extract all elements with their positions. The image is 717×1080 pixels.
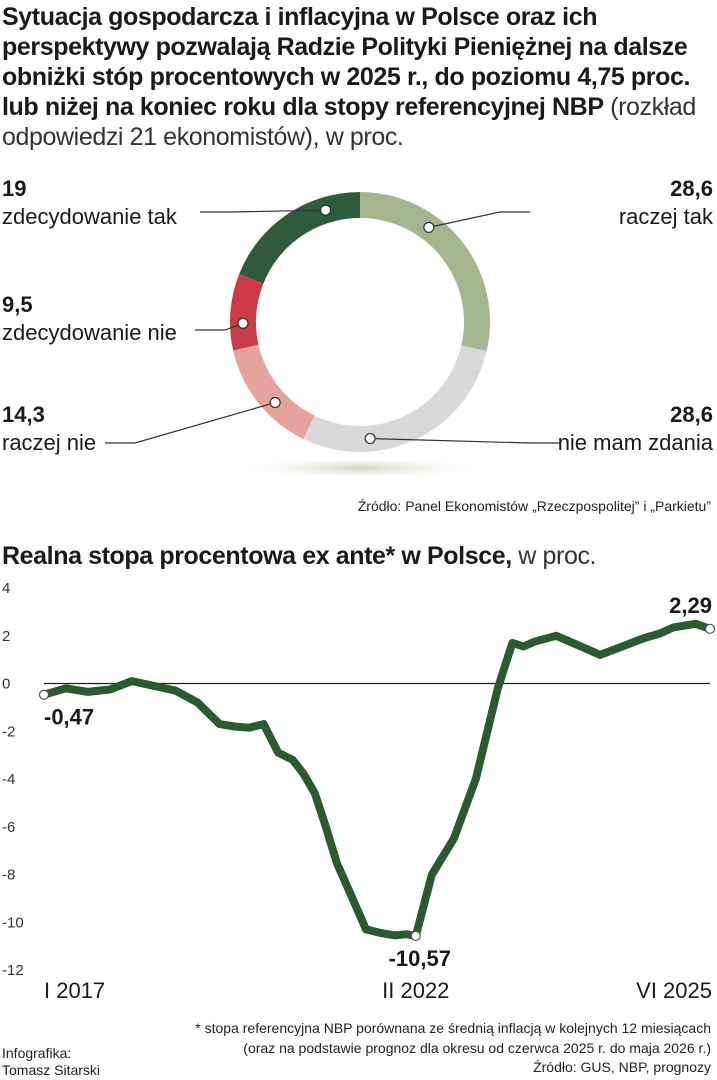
donut-value-zdecydowanie-nie: 9,5 <box>2 292 33 317</box>
y-tick-label: -12 <box>2 962 24 979</box>
donut-title-light: (rozkład odpowiedzi 21 ekonomistów), w p… <box>2 93 696 151</box>
donut-slice-nie-mam-zdania <box>303 345 487 452</box>
annotation-marker <box>38 689 50 700</box>
plot-area <box>40 619 714 940</box>
donut-value-zdecydowanie-tak: 19 <box>2 176 26 201</box>
donut-slice-zdecydowanie-nie <box>229 274 264 351</box>
donut-label-zdecydowanie-tak: zdecydowanie tak <box>2 204 178 229</box>
leader-line-nie-mam-zdania <box>370 437 560 444</box>
y-tick-label: 2 <box>2 628 10 645</box>
annotations: -0,47 -10,57 2,29 <box>38 593 716 971</box>
x-axis: I 2017 II 2022 VI 2025 <box>44 978 712 1003</box>
x-tick-label: I 2017 <box>44 978 105 1003</box>
donut-label-raczej-nie: raczej nie <box>2 430 96 455</box>
leader-line-zdecydowanie-tak <box>200 209 326 213</box>
y-tick-label: -8 <box>2 867 15 884</box>
credit-line-2: Tomasz Sitarski <box>2 1062 101 1078</box>
donut-label-raczej-tak: raczej tak <box>619 204 714 229</box>
y-tick-label: -2 <box>2 723 15 740</box>
y-tick-label: -6 <box>2 819 15 836</box>
donut-slice-raczej-nie <box>233 344 315 439</box>
donut-label-zdecydowanie-nie: zdecydowanie nie <box>2 320 177 345</box>
x-tick-label: VI 2025 <box>636 978 712 1003</box>
leader-line-zdecydowanie-nie <box>195 322 244 331</box>
annotation-label: -0,47 <box>44 705 94 730</box>
donut-value-raczej-tak: 28,6 <box>670 176 713 201</box>
donut-leaders <box>105 204 560 445</box>
y-axis: 4 2 0 -2 -4 -6 -8 -10 -12 <box>2 580 710 979</box>
leader-dot-zdecydowanie-nie <box>237 317 249 329</box>
donut-slice-raczej-tak <box>360 192 491 352</box>
donut-slices <box>229 192 491 452</box>
y-tick-label: -4 <box>2 771 15 788</box>
credit-line-1: Infografika: <box>2 1045 72 1061</box>
donut-shadow <box>225 457 495 479</box>
leader-dot-zdecydowanie-tak <box>319 204 332 216</box>
donut-label-nie-mam-zdania: nie mam zdania <box>558 430 714 455</box>
leader-line-raczej-nie <box>105 401 276 444</box>
x-tick-label: II 2022 <box>382 978 449 1003</box>
donut-chart: 19 zdecydowanie tak 9,5 zdecydowanie nie… <box>2 176 714 479</box>
leader-line-raczej-tak <box>428 211 530 228</box>
y-tick-label: 0 <box>2 676 10 693</box>
line-title-light: w proc. <box>511 542 597 570</box>
y-tick-label: -10 <box>2 914 24 931</box>
leader-dot-raczej-nie <box>269 396 281 409</box>
leader-dot-nie-mam-zdania <box>364 432 376 445</box>
donut-slice-zdecydowanie-tak <box>239 192 360 284</box>
y-tick-label: 4 <box>2 580 10 597</box>
annotation-label: 2,29 <box>669 593 712 618</box>
footnote-1: * stopa referencyjna NBP porównana ze śr… <box>195 1020 711 1036</box>
series-line <box>40 619 714 940</box>
donut-chart-title: Sytuacja gospodarcza i inflacyjna w Pols… <box>2 2 714 152</box>
donut-title-bold: Sytuacja gospodarcza i inflacyjna w Pols… <box>2 3 691 121</box>
line-source: Źródło: GUS, NBP, prognozy <box>533 1059 711 1075</box>
line-title-bold: Realna stopa procentowa ex ante* w Polsc… <box>2 542 512 570</box>
leader-dot-raczej-tak <box>423 221 435 233</box>
donut-value-nie-mam-zdania: 28,6 <box>670 402 713 427</box>
donut-value-raczej-nie: 14,3 <box>2 402 45 427</box>
annotation-marker <box>410 930 421 941</box>
line-chart-title: Realna stopa procentowa ex ante* w Polsc… <box>2 540 714 572</box>
annotation-label: -10,57 <box>389 946 451 971</box>
annotation-marker <box>704 623 716 634</box>
donut-source: Źródło: Panel Ekonomistów „Rzeczpospolit… <box>357 498 711 514</box>
footnote-2: (oraz na podstawie prognoz dla okresu od… <box>243 1040 711 1056</box>
